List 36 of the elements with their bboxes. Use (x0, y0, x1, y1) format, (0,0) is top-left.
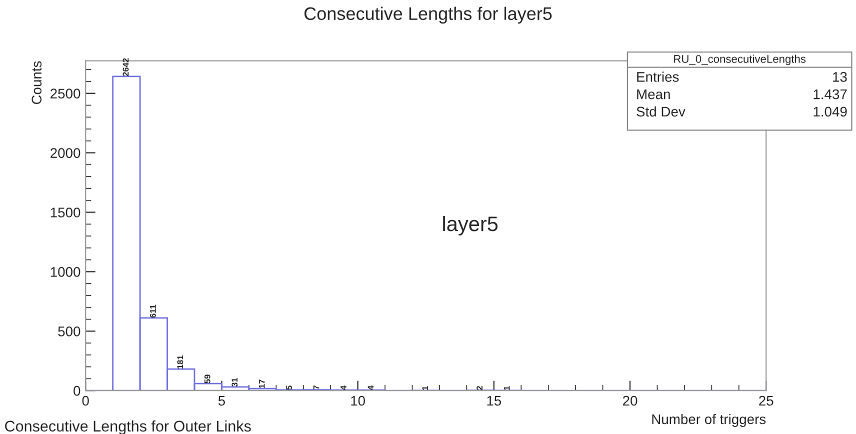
data-label: 1 (422, 386, 428, 390)
x-tick-label: 25 (759, 396, 774, 406)
data-label: 59 (204, 374, 210, 384)
data-label: 1 (504, 386, 510, 390)
data-label: 2642 (122, 58, 129, 76)
y-tick-label: 2000 (50, 148, 80, 158)
data-label: 17 (258, 380, 265, 388)
data-label: 5 (286, 386, 292, 390)
annotation: Mean (637, 90, 670, 100)
data-label: 2 (476, 386, 482, 390)
text: 1.437 (814, 89, 847, 100)
annotation: layer5 (443, 216, 498, 236)
y-tick-label: 500 (58, 326, 80, 336)
annotation: Entries (637, 72, 679, 82)
data-label: 31 (232, 378, 238, 387)
x-tick-label: 10 (351, 396, 365, 406)
x-tick-label: 5 (218, 396, 225, 406)
y-axis-title: Counts (32, 61, 42, 104)
y-tick-label: 2500 (50, 88, 80, 99)
x-tick-label: 15 (487, 396, 502, 406)
chart-title: Consecutive Lengths for layer5 (304, 6, 552, 24)
annotation: RU_0_consecutiveLengths (674, 54, 806, 66)
x-axis-title: Number of triggers (652, 414, 766, 427)
annotation: Std Dev (636, 106, 686, 117)
y-tick-label: 1000 (50, 267, 80, 277)
y-tick-label: 0 (74, 386, 80, 396)
x-tick-label: 20 (622, 396, 638, 406)
text: 13 (833, 72, 847, 82)
data-label: 611 (150, 304, 156, 318)
y-tick-label: 1500 (50, 208, 80, 218)
data-label: 7 (313, 386, 320, 390)
data-label: 4 (340, 386, 346, 390)
data-label: 4 (368, 386, 374, 390)
text: 1.049 (814, 106, 847, 117)
data-label: 181 (177, 355, 184, 369)
x-tick-label: 0 (82, 396, 89, 406)
